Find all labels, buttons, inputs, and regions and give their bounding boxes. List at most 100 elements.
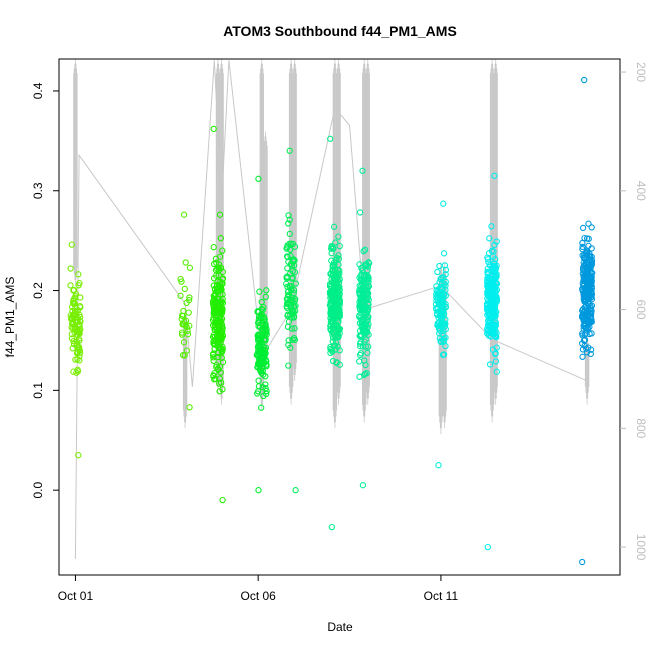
data-point-series-8 xyxy=(488,223,495,230)
data-point-series-1 xyxy=(186,322,193,329)
data-point-series-8 xyxy=(488,275,495,283)
data-point-series-9 xyxy=(581,289,588,296)
data-point-series-8 xyxy=(487,333,495,340)
data-point-series-5 xyxy=(330,324,337,332)
data-point-series-5 xyxy=(333,331,340,338)
data-point-series-4 xyxy=(287,344,294,351)
data-point-series-2 xyxy=(210,125,217,133)
data-point-series-4 xyxy=(289,336,296,343)
data-point-series-2 xyxy=(218,317,225,325)
data-point-series-4 xyxy=(286,230,293,238)
data-point-series-3 xyxy=(255,319,262,326)
data-point-series-1 xyxy=(180,307,187,315)
data-point-series-8 xyxy=(484,275,491,282)
data-point-series-7 xyxy=(433,305,440,313)
data-point-series-9 xyxy=(585,220,592,227)
data-point-series-6 xyxy=(356,291,363,298)
data-point-series-1 xyxy=(177,292,184,299)
data-point-series-8 xyxy=(492,358,500,365)
data-point-series-0 xyxy=(76,323,83,330)
data-point-series-7 xyxy=(435,298,442,305)
data-point-series-3 xyxy=(256,359,263,367)
y2-tick-label: 200 xyxy=(634,62,648,82)
x-tick-label: Oct 06 xyxy=(241,589,277,603)
data-point-series-0 xyxy=(76,314,84,321)
data-point-series-6 xyxy=(363,319,370,326)
data-point-series-0 xyxy=(69,318,77,326)
data-point-series-1 xyxy=(186,404,193,411)
data-point-series-2 xyxy=(214,365,222,372)
y2-tick-label: 1000 xyxy=(634,534,648,561)
data-point-series-4 xyxy=(291,325,298,332)
data-point-series-5 xyxy=(329,328,336,335)
data-point-series-2 xyxy=(215,353,222,361)
data-point-series-5 xyxy=(336,302,343,309)
data-point-series-3 xyxy=(255,175,262,182)
data-point-series-5 xyxy=(328,523,335,531)
y2-tick-label: 400 xyxy=(634,181,648,201)
data-point-series-6 xyxy=(362,273,370,280)
data-point-series-3 xyxy=(263,287,270,294)
data-point-series-7 xyxy=(437,308,445,315)
data-point-series-2 xyxy=(219,291,226,298)
data-point-series-5 xyxy=(335,300,342,308)
data-point-series-9 xyxy=(588,253,595,260)
data-point-series-3 xyxy=(258,298,265,306)
data-point-series-8 xyxy=(484,254,491,261)
data-point-series-1 xyxy=(180,211,188,218)
data-point-series-7 xyxy=(434,322,441,329)
data-point-series-8 xyxy=(492,319,500,326)
chart-title: ATOM3 Southbound f44_PM1_AMS xyxy=(223,23,457,39)
y-tick-label: 0.3 xyxy=(31,182,45,199)
data-point-series-8 xyxy=(484,330,491,337)
data-point-series-0 xyxy=(75,344,82,351)
data-point-series-7 xyxy=(434,268,441,276)
data-point-series-5 xyxy=(327,299,334,306)
data-point-series-9 xyxy=(587,292,594,299)
data-point-series-3 xyxy=(260,392,267,400)
data-point-series-4 xyxy=(289,274,296,281)
data-point-series-4 xyxy=(291,262,298,269)
data-point-series-9 xyxy=(579,307,586,314)
data-point-series-5 xyxy=(336,242,343,250)
y-axis-label: f44_PM1_AMS xyxy=(3,277,17,358)
data-point-series-5 xyxy=(335,233,342,240)
data-point-series-7 xyxy=(434,292,441,299)
data-point-series-2 xyxy=(212,290,219,297)
data-point-series-2 xyxy=(218,334,225,341)
data-point-series-2 xyxy=(219,496,226,504)
data-point-series-5 xyxy=(336,347,343,354)
y2-tick-label: 800 xyxy=(634,418,648,438)
data-point-series-2 xyxy=(211,376,218,383)
data-point-series-2 xyxy=(213,259,220,266)
data-point-series-6 xyxy=(356,305,364,312)
data-point-series-8 xyxy=(490,328,497,335)
data-point-series-8 xyxy=(491,172,498,179)
data-point-series-6 xyxy=(356,299,363,306)
data-point-series-7 xyxy=(442,278,449,286)
data-point-series-6 xyxy=(356,358,363,365)
y2-tick-label: 600 xyxy=(634,300,648,320)
data-point-series-8 xyxy=(492,284,499,292)
data-point-series-2 xyxy=(219,306,226,313)
data-point-series-0 xyxy=(67,265,74,272)
data-point-series-9 xyxy=(585,242,592,249)
data-point-series-9 xyxy=(579,243,586,251)
data-point-series-6 xyxy=(365,296,372,304)
data-point-series-8 xyxy=(485,320,492,327)
data-point-series-6 xyxy=(361,326,368,333)
data-point-series-2 xyxy=(212,267,220,274)
data-point-series-1 xyxy=(178,329,186,336)
data-point-series-8 xyxy=(493,368,500,375)
data-point-series-8 xyxy=(485,323,492,330)
data-point-series-6 xyxy=(361,246,369,253)
data-point-series-8 xyxy=(484,284,491,291)
data-point-series-8 xyxy=(486,235,493,242)
data-point-series-6 xyxy=(356,327,364,334)
data-point-series-5 xyxy=(333,254,341,261)
data-point-series-3 xyxy=(260,350,267,357)
data-point-series-5 xyxy=(329,348,336,355)
data-point-series-9 xyxy=(579,346,587,353)
data-point-series-9 xyxy=(584,271,591,279)
